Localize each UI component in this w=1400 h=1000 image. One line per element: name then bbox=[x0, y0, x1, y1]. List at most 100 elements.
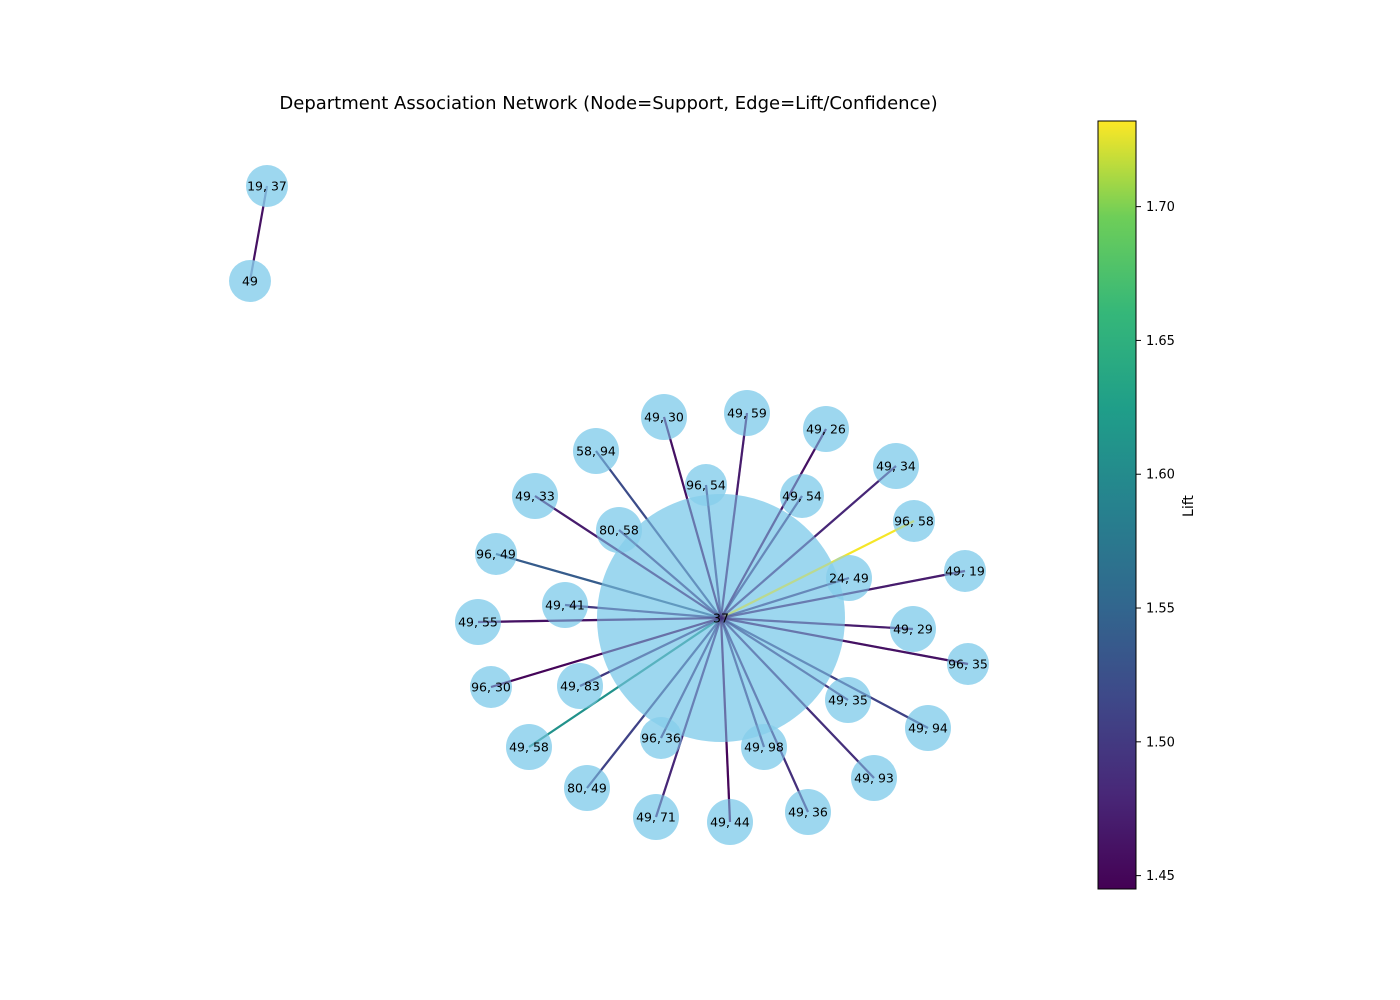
node-49-35 bbox=[825, 677, 871, 723]
hub-edge-layer bbox=[477, 412, 969, 823]
hub-edge-overlay bbox=[720, 495, 803, 619]
chart-title: Department Association Network (Node=Sup… bbox=[279, 93, 938, 114]
hub-edge-overlay bbox=[719, 617, 766, 748]
node-49-58 bbox=[506, 724, 552, 770]
node-label: 96, 30 bbox=[471, 680, 511, 695]
node-19-37 bbox=[246, 165, 288, 207]
node-49-94 bbox=[905, 705, 951, 751]
node-label: 49, 19 bbox=[945, 564, 985, 579]
node-label: 49, 30 bbox=[644, 410, 684, 425]
node-80-49 bbox=[564, 765, 610, 811]
node-label: 96, 36 bbox=[641, 731, 681, 746]
node-label: 96, 58 bbox=[894, 514, 934, 529]
node-49-71 bbox=[633, 794, 679, 840]
colorbar-gradient bbox=[1097, 120, 1137, 890]
node-label: 19, 37 bbox=[247, 179, 287, 194]
colorbar: 1.45 1.50 1.55 1.60 1.65 1.70 Lift bbox=[1097, 120, 1197, 890]
node-49-33 bbox=[512, 473, 558, 519]
hub-edge-overlay bbox=[704, 484, 723, 619]
node-layer bbox=[229, 165, 989, 845]
node-49-36 bbox=[785, 789, 831, 835]
hub-edge-overlay bbox=[720, 617, 849, 701]
node-96-49 bbox=[475, 533, 517, 575]
hub-edge-overlay bbox=[720, 617, 875, 779]
hub-edge-overlay bbox=[719, 617, 810, 813]
node-label: 37 bbox=[713, 611, 729, 626]
node-label: 49, 94 bbox=[908, 721, 948, 736]
node-96-58 bbox=[893, 500, 935, 542]
node-96-36 bbox=[640, 717, 682, 759]
node-49-93 bbox=[851, 755, 897, 801]
colorbar-tick-label: 1.65 bbox=[1146, 334, 1175, 349]
hub-edge-overlay bbox=[660, 617, 722, 739]
hub-edge-overlay bbox=[720, 617, 929, 729]
colorbar-tick-label: 1.50 bbox=[1146, 735, 1175, 750]
node-49-19 bbox=[944, 550, 986, 592]
colorbar-tick-label: 1.70 bbox=[1146, 200, 1175, 215]
node-37 bbox=[597, 494, 845, 742]
hub-edge-overlay bbox=[719, 412, 749, 619]
node-label: 49, 34 bbox=[876, 459, 916, 474]
hub-edge-overlay bbox=[564, 603, 722, 620]
hub-edge-overlay bbox=[720, 465, 897, 619]
hub-edge-overlay bbox=[720, 576, 850, 620]
node-49-54 bbox=[780, 474, 824, 518]
node-label: 49, 35 bbox=[828, 693, 868, 708]
node-49-41 bbox=[542, 582, 588, 628]
node-49-55 bbox=[455, 599, 501, 645]
colorbar-label: Lift bbox=[1181, 495, 1197, 517]
hub-edge-overlay bbox=[654, 617, 723, 818]
hub-edge-overlay bbox=[495, 552, 722, 620]
node-label: 24, 49 bbox=[829, 571, 869, 586]
hub-edge-overlay bbox=[662, 416, 723, 619]
hub-edge-overlay bbox=[477, 616, 722, 624]
node-label: 96, 35 bbox=[948, 657, 988, 672]
node-label: 80, 49 bbox=[567, 781, 607, 796]
node-96-35 bbox=[947, 643, 989, 685]
hub-edge-overlay bbox=[618, 529, 722, 619]
colorbar-tick-label: 1.45 bbox=[1146, 869, 1175, 884]
node-label: 49, 44 bbox=[710, 815, 750, 830]
node-label: 58, 94 bbox=[576, 444, 616, 459]
node-label: 49, 33 bbox=[515, 489, 555, 504]
colorbar-tick-label: 1.60 bbox=[1146, 468, 1175, 483]
node-label: 49, 41 bbox=[545, 598, 585, 613]
node-label: 96, 54 bbox=[686, 478, 726, 493]
hub-edge-overlay bbox=[534, 495, 722, 619]
node-49-26 bbox=[803, 406, 849, 452]
edge-layer bbox=[248, 185, 969, 823]
node-49 bbox=[229, 260, 271, 302]
node-label: 96, 49 bbox=[476, 547, 516, 562]
node-label: 49, 58 bbox=[509, 740, 549, 755]
node-label: 49, 26 bbox=[806, 422, 846, 437]
hub-edge-overlay bbox=[720, 428, 827, 619]
hub-edge-overlay bbox=[528, 617, 722, 748]
hub-edge-overlay bbox=[720, 520, 915, 619]
hub-edge-overlay bbox=[720, 616, 914, 631]
node-label: 49, 83 bbox=[560, 679, 600, 694]
node-label: 49, 54 bbox=[782, 489, 822, 504]
colorbar-ticks: 1.45 1.50 1.55 1.60 1.65 1.70 bbox=[1136, 200, 1175, 884]
node-24-49 bbox=[826, 555, 872, 601]
node-label: 49, 29 bbox=[893, 622, 933, 637]
node-label: 49, 55 bbox=[458, 615, 498, 630]
node-49-83 bbox=[557, 663, 603, 709]
node-49-44 bbox=[707, 799, 753, 845]
colorbar-tick-label: 1.55 bbox=[1146, 602, 1175, 617]
node-label: 49, 98 bbox=[744, 740, 784, 755]
hub-edge-overlay bbox=[595, 450, 722, 619]
node-96-54 bbox=[685, 464, 727, 506]
node-label: 49 bbox=[242, 274, 258, 289]
node-49-34 bbox=[873, 443, 919, 489]
node-label: 49, 93 bbox=[854, 771, 894, 786]
node-label: 49, 36 bbox=[788, 805, 828, 820]
node-label: 80, 58 bbox=[599, 523, 639, 538]
node-96-30 bbox=[470, 666, 512, 708]
node-80-58 bbox=[596, 507, 642, 553]
node-58-94 bbox=[573, 428, 619, 474]
hub-edge-overlay bbox=[579, 617, 722, 687]
node-49-30 bbox=[641, 394, 687, 440]
node-49-59 bbox=[724, 390, 770, 436]
node-49-98 bbox=[741, 724, 787, 770]
